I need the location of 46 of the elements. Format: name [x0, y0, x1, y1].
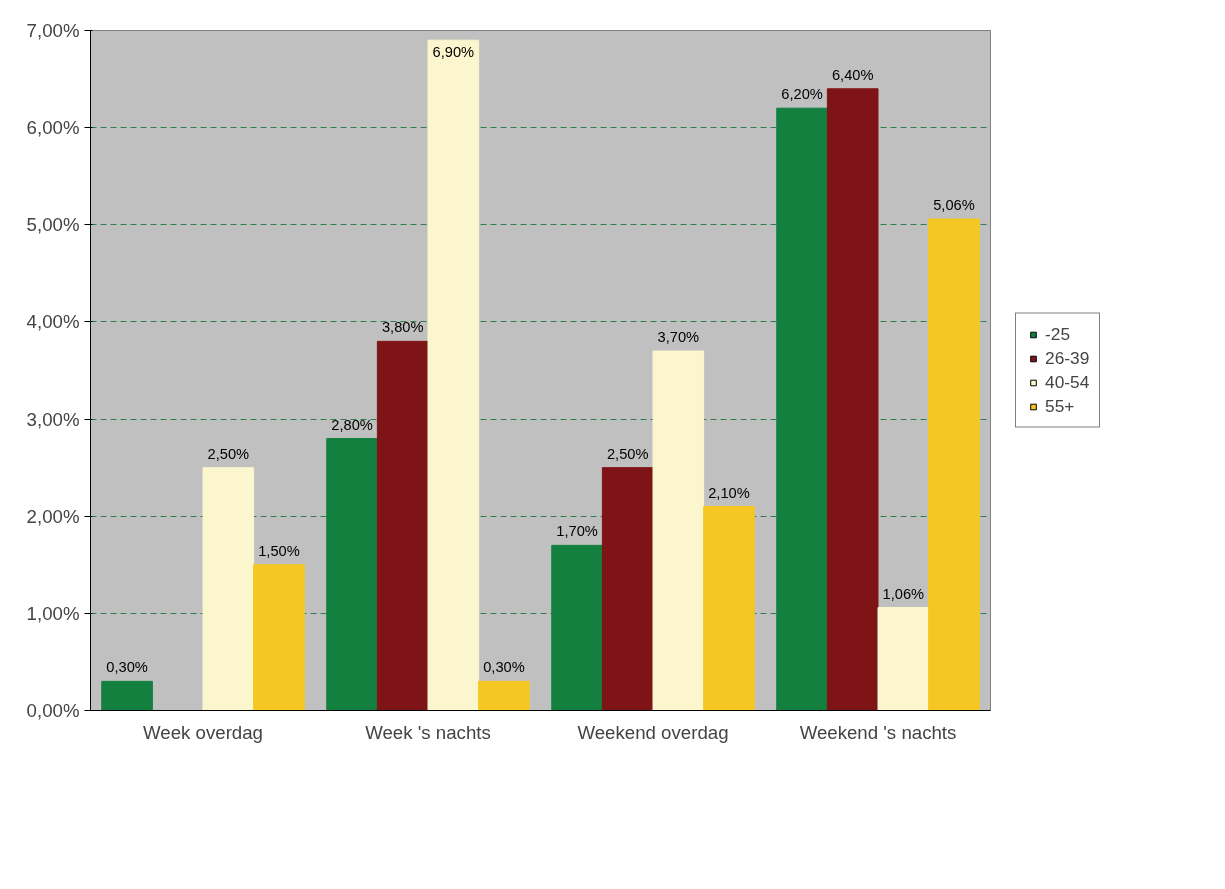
y-tick-label: 5,00%	[26, 214, 80, 236]
y-tick-label: 3,00%	[26, 408, 80, 430]
bar	[776, 107, 828, 711]
bar	[253, 564, 305, 711]
bar	[703, 506, 755, 711]
legend-label: -25	[1045, 323, 1071, 345]
data-label: 3,80%	[381, 319, 424, 336]
data-label: 3,70%	[657, 329, 700, 346]
data-label: 1,50%	[258, 542, 300, 559]
bar	[326, 438, 378, 711]
bar	[877, 607, 930, 711]
bar	[928, 218, 980, 711]
legend-label: 26-39	[1045, 347, 1090, 369]
y-tick-label: 7,00%	[26, 20, 80, 41]
data-label: 6,20%	[781, 86, 823, 103]
bar	[202, 467, 255, 711]
data-label: 1,70%	[556, 523, 598, 540]
data-label: 2,80%	[331, 416, 373, 433]
data-label: 2,50%	[207, 445, 250, 462]
data-label: 5,06%	[933, 196, 975, 213]
bar	[652, 350, 705, 711]
y-tick-label: 1,00%	[26, 602, 80, 624]
bar	[478, 680, 530, 711]
bar	[551, 544, 603, 711]
x-tick-label: Week 's nachts	[365, 721, 491, 743]
bar	[376, 340, 429, 711]
data-label: 0,30%	[106, 659, 148, 676]
y-tick-label: 6,00%	[26, 117, 80, 139]
legend-label: 40-54	[1045, 371, 1090, 393]
bar	[601, 467, 654, 711]
data-label: 6,90%	[432, 44, 475, 61]
data-label: 2,50%	[606, 445, 649, 462]
data-label: 0,30%	[483, 659, 525, 676]
legend-label: 55+	[1045, 395, 1075, 417]
bar	[427, 39, 480, 711]
x-tick-label: Weekend overdag	[577, 721, 729, 743]
y-tick-label: 0,00%	[26, 700, 80, 721]
x-tick-label: Weekend 's nachts	[799, 721, 957, 743]
x-tick-label: Week overdag	[143, 721, 263, 743]
data-label: 1,06%	[882, 585, 925, 602]
y-tick-label: 2,00%	[26, 505, 80, 527]
y-tick-label: 4,00%	[26, 311, 80, 333]
bar	[826, 88, 879, 711]
bar	[101, 680, 153, 711]
data-label: 2,10%	[708, 484, 750, 501]
data-label: 6,40%	[831, 66, 874, 83]
